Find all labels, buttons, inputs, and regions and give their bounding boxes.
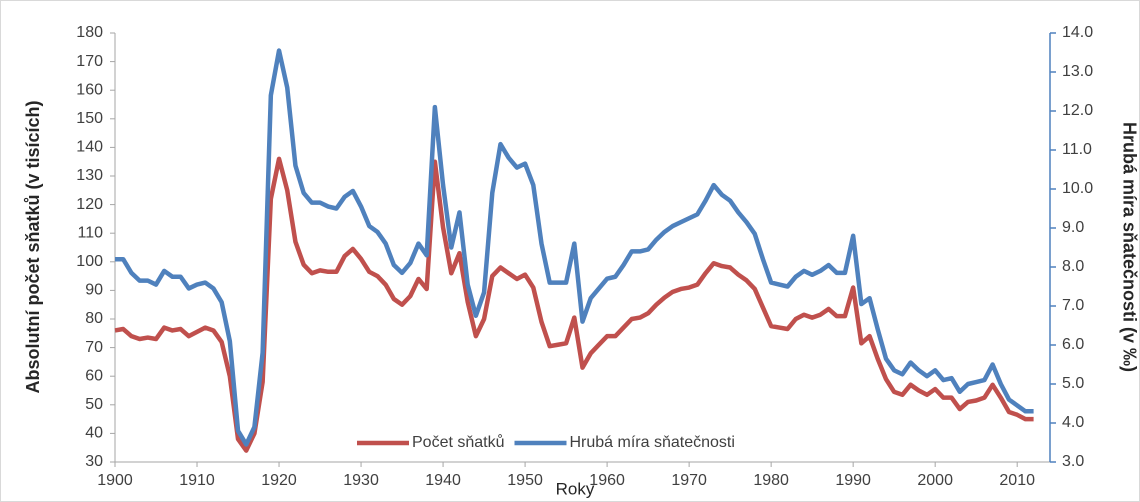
y-tick-label: 150: [76, 110, 103, 127]
y2-tick-label: 9.0: [1062, 219, 1084, 236]
y-tick-label: 30: [85, 453, 103, 470]
x-tick-label: 2010: [999, 472, 1035, 489]
x-tick-label: 1940: [425, 472, 461, 489]
data-line: [114, 156, 1034, 453]
x-tick-label: 1920: [261, 472, 297, 489]
y-tick-label: 180: [76, 24, 103, 41]
x-tick-label: 1960: [589, 472, 625, 489]
x-axis-title: Roky: [556, 479, 595, 498]
y-tick-label: 70: [85, 339, 103, 356]
y-tick-label: 170: [76, 53, 103, 70]
y-tick-label: 140: [76, 139, 103, 156]
y-tick-label: 100: [76, 253, 103, 270]
y2-tick-label: 12.0: [1062, 102, 1093, 119]
x-tick-label: 2000: [917, 472, 953, 489]
y2-tick-label: 4.0: [1062, 414, 1084, 431]
legend-label: Počet sňatků: [412, 433, 505, 451]
y-tick-label: 160: [76, 81, 103, 98]
x-tick-label: 1930: [343, 472, 379, 489]
data-line: [115, 48, 1034, 447]
y2-axis-title: Hrubá míra sňatečnosti (v ‰): [1119, 122, 1139, 372]
y-tick-label: 90: [85, 282, 103, 299]
y2-tick-label: 13.0: [1062, 63, 1093, 80]
y2-tick-label: 10.0: [1062, 180, 1093, 197]
x-tick-label: 1910: [179, 472, 215, 489]
y2-tick-label: 11.0: [1062, 141, 1092, 158]
y2-tick-label: 7.0: [1062, 297, 1084, 314]
y-tick-label: 40: [85, 425, 103, 442]
x-tick-label: 1980: [753, 472, 789, 489]
y-tick-label: 80: [85, 310, 103, 327]
x-tick-label: 1900: [97, 472, 133, 489]
y-tick-label: 130: [76, 167, 103, 184]
y-axis-title: Absolutní počet sňatků (v tisících): [23, 100, 43, 393]
y-tick-label: 110: [77, 224, 103, 241]
legend-label: Hrubá míra sňatečnosti: [570, 434, 735, 451]
x-tick-label: 1950: [507, 472, 543, 489]
y-tick-label: 50: [85, 396, 103, 413]
x-tick-label: 1970: [671, 472, 707, 489]
y-tick-label: 120: [76, 196, 103, 213]
y2-tick-label: 5.0: [1062, 375, 1084, 392]
x-tick-label: 1990: [835, 472, 871, 489]
y2-tick-label: 3.0: [1062, 453, 1084, 470]
y2-tick-label: 8.0: [1062, 258, 1084, 275]
y2-tick-label: 14.0: [1062, 24, 1093, 41]
y-tick-label: 60: [85, 367, 103, 384]
y2-tick-label: 6.0: [1062, 336, 1084, 353]
